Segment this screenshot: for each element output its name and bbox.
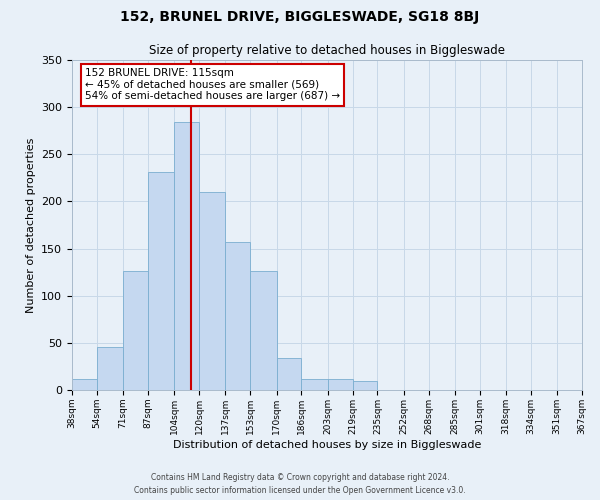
Bar: [353, 380, 377, 390]
Bar: [250, 271, 277, 390]
Bar: [277, 358, 301, 390]
Text: 152, BRUNEL DRIVE, BIGGLESWADE, SG18 8BJ: 152, BRUNEL DRIVE, BIGGLESWADE, SG18 8BJ: [121, 10, 479, 24]
Bar: [199, 192, 226, 390]
Bar: [148, 172, 175, 390]
Title: Size of property relative to detached houses in Biggleswade: Size of property relative to detached ho…: [149, 44, 505, 58]
Y-axis label: Number of detached properties: Number of detached properties: [26, 138, 35, 312]
Bar: [123, 271, 148, 390]
Bar: [226, 242, 250, 390]
Bar: [301, 378, 328, 390]
Bar: [328, 378, 353, 390]
X-axis label: Distribution of detached houses by size in Biggleswade: Distribution of detached houses by size …: [173, 440, 481, 450]
Bar: [72, 378, 97, 390]
Bar: [97, 346, 123, 390]
Text: 152 BRUNEL DRIVE: 115sqm
← 45% of detached houses are smaller (569)
54% of semi-: 152 BRUNEL DRIVE: 115sqm ← 45% of detach…: [85, 68, 340, 102]
Bar: [175, 122, 199, 390]
Text: Contains HM Land Registry data © Crown copyright and database right 2024.
Contai: Contains HM Land Registry data © Crown c…: [134, 474, 466, 495]
